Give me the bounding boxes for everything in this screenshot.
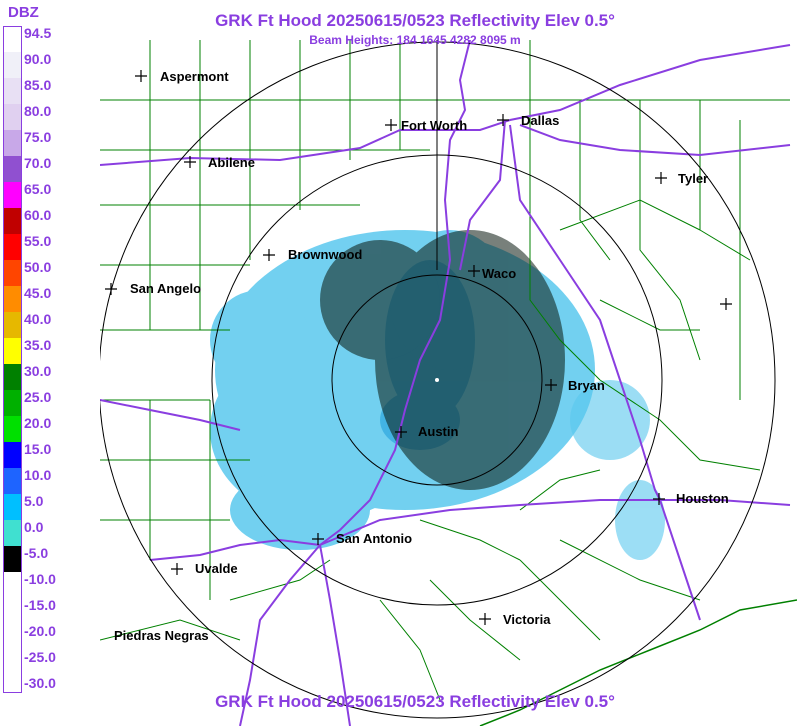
legend-label: -15.0	[24, 597, 56, 613]
legend-swatch	[3, 442, 22, 468]
legend-swatch	[3, 312, 22, 338]
highways	[100, 40, 791, 726]
legend-swatch	[3, 286, 22, 312]
legend-label: 25.0	[24, 389, 52, 405]
legend-label: -25.0	[24, 649, 56, 665]
legend-swatch	[3, 234, 22, 260]
legend-title: DBZ	[8, 4, 39, 21]
legend-label: 35.0	[24, 337, 52, 353]
city-label-bryan: Bryan	[568, 378, 605, 393]
city-label-tyler: Tyler	[678, 171, 708, 186]
legend-swatch	[3, 208, 22, 234]
beam-heights-subtitle: Beam Heights: 184 1645 4282 8095 m	[309, 33, 521, 47]
legend-label: 10.0	[24, 467, 52, 483]
radar-echo-scatter-east	[570, 380, 665, 560]
legend-label: 75.0	[24, 129, 52, 145]
legend-swatch	[3, 494, 22, 520]
legend-label: 85.0	[24, 77, 52, 93]
city-label-abilene: Abilene	[208, 155, 255, 170]
chart-title-bottom: GRK Ft Hood 20250615/0523 Reflectivity E…	[215, 692, 615, 711]
legend-label: 94.5	[24, 25, 52, 41]
coastline	[479, 599, 797, 726]
legend-swatch	[3, 468, 22, 494]
dbz-legend: DBZ 94.5 90.0 85.0 80.0 75.0 70.0 65.0 60.0 55.0…	[0, 0, 60, 726]
legend-label: 55.0	[24, 233, 52, 249]
city-markers	[105, 70, 732, 625]
legend-label: 30.0	[24, 363, 52, 379]
radar-site-marker	[435, 378, 439, 382]
city-label-austin: Austin	[418, 424, 459, 439]
city-label-san-angelo: San Angelo	[130, 281, 201, 296]
city-label-brownwood: Brownwood	[288, 247, 362, 262]
legend-swatch	[3, 52, 22, 78]
city-label-waco: Waco	[482, 266, 516, 281]
legend-label: -5.0	[24, 545, 49, 561]
legend-swatch	[3, 650, 22, 676]
legend-swatch	[3, 572, 22, 598]
legend-swatch	[3, 156, 22, 182]
legend-swatch	[3, 676, 22, 693]
city-label-uvalde: Uvalde	[195, 561, 238, 576]
legend-label: -30.0	[24, 675, 56, 691]
legend-label: 45.0	[24, 285, 52, 301]
legend-label: 70.0	[24, 155, 52, 171]
legend-swatch	[3, 104, 22, 130]
legend-swatch	[3, 338, 22, 364]
city-label-dallas: Dallas	[521, 113, 559, 128]
legend-label: 90.0	[24, 51, 52, 67]
legend-label: 0.0	[24, 519, 44, 535]
legend-label: 50.0	[24, 259, 52, 275]
city-label-aspermont: Aspermont	[160, 69, 229, 84]
city-label-victoria: Victoria	[503, 612, 551, 627]
legend-swatch	[3, 546, 22, 572]
city-label-fort-worth: Fort Worth	[401, 118, 467, 133]
city-label-san-antonio: San Antonio	[336, 531, 412, 546]
legend-swatch	[3, 130, 22, 156]
chart-title: GRK Ft Hood 20250615/0523 Reflectivity E…	[215, 11, 615, 30]
legend-swatch	[3, 520, 22, 546]
city-label-piedras-negras: Piedras Negras	[114, 628, 209, 643]
legend-label: 80.0	[24, 103, 52, 119]
legend-swatch	[3, 26, 22, 52]
legend-swatch	[3, 598, 22, 624]
legend-label: 15.0	[24, 441, 52, 457]
county-lines	[100, 40, 790, 701]
legend-swatch	[3, 416, 22, 442]
legend-swatch	[3, 182, 22, 208]
legend-label: 65.0	[24, 181, 52, 197]
legend-swatch	[3, 78, 22, 104]
legend-swatch	[3, 364, 22, 390]
legend-swatch	[3, 390, 22, 416]
legend-color-bar	[3, 26, 22, 693]
legend-label: 5.0	[24, 493, 44, 509]
legend-label: 20.0	[24, 415, 52, 431]
legend-swatch	[3, 260, 22, 286]
legend-label: -20.0	[24, 623, 56, 639]
legend-label: 60.0	[24, 207, 52, 223]
legend-swatch	[3, 624, 22, 650]
legend-label: -10.0	[24, 571, 56, 587]
legend-label: 40.0	[24, 311, 52, 327]
city-label-houston: Houston	[676, 491, 729, 506]
radar-echo-speckle	[320, 230, 565, 490]
